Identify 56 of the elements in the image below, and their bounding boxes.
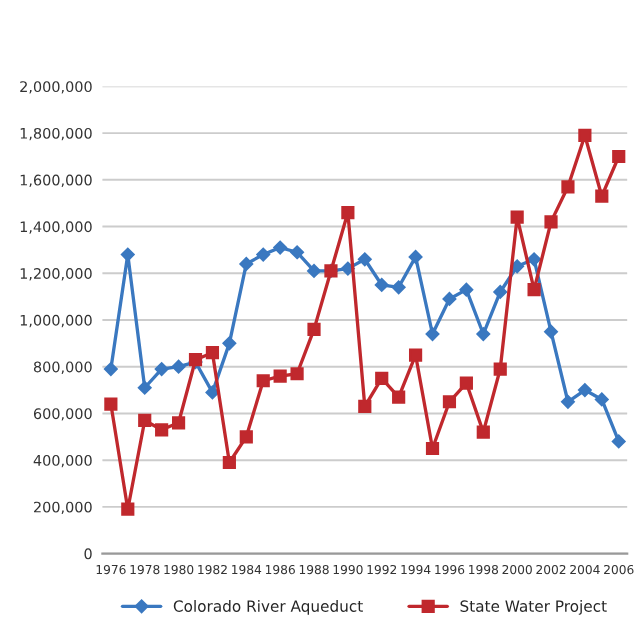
point xyxy=(103,362,118,376)
point xyxy=(171,416,186,430)
point xyxy=(358,399,372,414)
point xyxy=(544,215,558,229)
point xyxy=(222,336,237,351)
point xyxy=(459,282,474,297)
point xyxy=(256,374,270,388)
point xyxy=(442,395,457,409)
point xyxy=(137,380,152,395)
point xyxy=(374,278,389,292)
point xyxy=(408,348,423,362)
point xyxy=(577,383,592,398)
point xyxy=(594,392,609,407)
point xyxy=(527,252,542,267)
point xyxy=(205,346,220,360)
point xyxy=(578,128,592,143)
point xyxy=(154,362,169,376)
point xyxy=(442,292,457,306)
point xyxy=(493,285,508,299)
point xyxy=(476,425,490,439)
point xyxy=(408,250,423,264)
point xyxy=(459,376,473,390)
point xyxy=(357,252,372,267)
point xyxy=(527,283,541,297)
point xyxy=(307,322,321,336)
point xyxy=(155,423,169,437)
point xyxy=(273,240,288,255)
point xyxy=(239,257,254,271)
point xyxy=(256,247,271,262)
point xyxy=(205,385,220,400)
point xyxy=(120,247,135,262)
point xyxy=(561,394,575,409)
point xyxy=(425,327,440,341)
point xyxy=(425,441,440,456)
point xyxy=(561,180,575,194)
point xyxy=(121,502,135,516)
point xyxy=(391,280,406,295)
point xyxy=(104,397,118,411)
point xyxy=(544,324,558,339)
point xyxy=(510,210,524,224)
point xyxy=(222,455,236,470)
point xyxy=(171,359,186,374)
point xyxy=(476,327,491,341)
point xyxy=(341,205,355,220)
point xyxy=(612,149,626,164)
point xyxy=(290,367,304,381)
point xyxy=(375,371,389,385)
point xyxy=(493,362,507,376)
point xyxy=(138,413,152,428)
point xyxy=(273,369,287,383)
point xyxy=(290,245,305,260)
point xyxy=(392,390,406,404)
point xyxy=(307,264,321,278)
point xyxy=(239,430,253,444)
point xyxy=(595,189,609,203)
point xyxy=(611,434,626,449)
